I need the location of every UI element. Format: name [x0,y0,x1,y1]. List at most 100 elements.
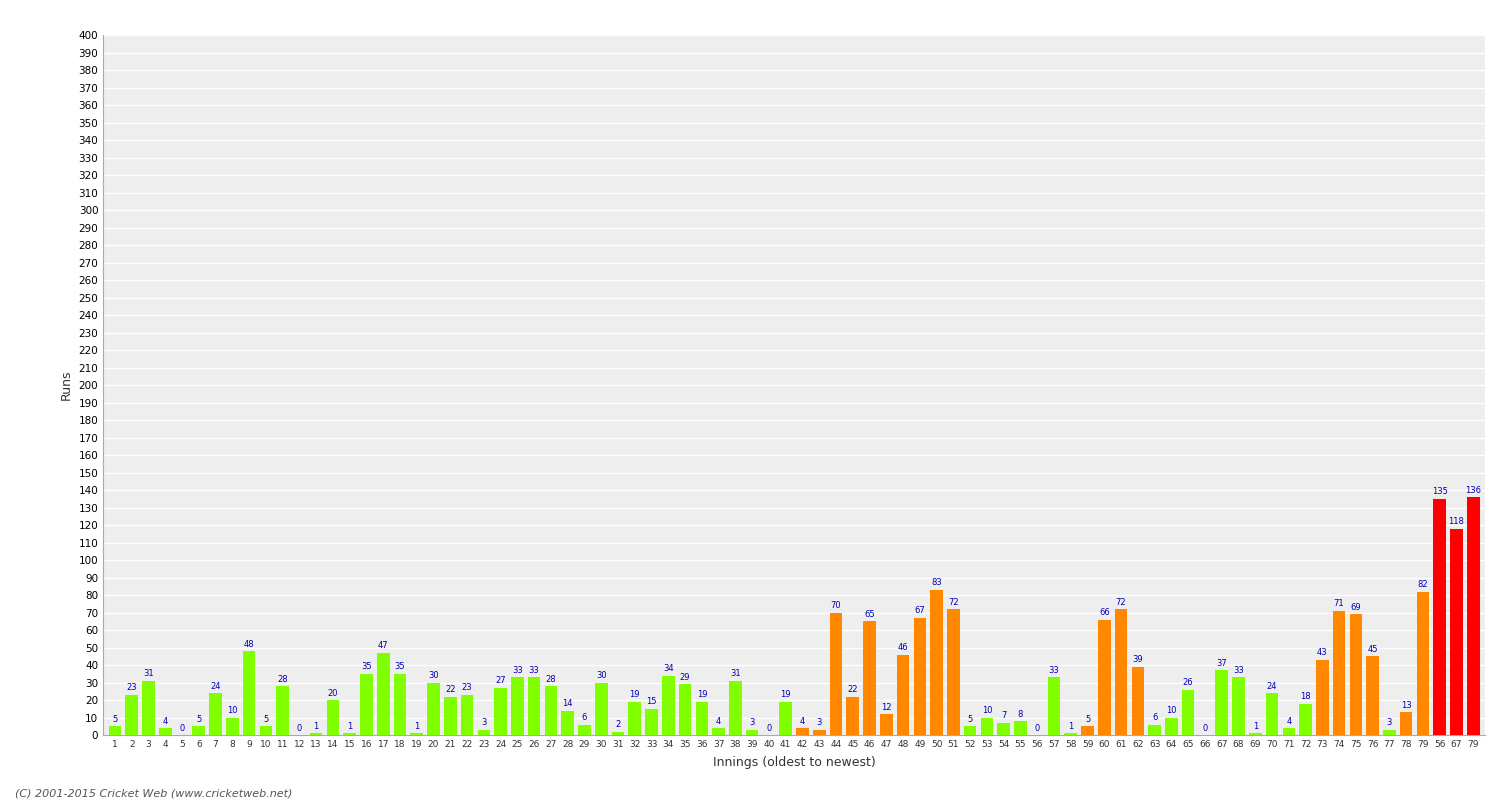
Bar [864,622,876,735]
Bar [1014,721,1028,735]
Text: 4: 4 [716,717,722,726]
Text: 1: 1 [314,722,320,731]
Bar [1182,690,1194,735]
Text: 0: 0 [297,723,302,733]
Bar [1350,614,1362,735]
Bar [628,702,640,735]
Text: 5: 5 [112,715,117,724]
Bar [327,700,339,735]
Bar [1316,660,1329,735]
Text: 26: 26 [1184,678,1194,687]
Text: 8: 8 [1019,710,1023,718]
Text: 30: 30 [427,671,439,680]
Text: 20: 20 [327,689,338,698]
Bar [662,676,675,735]
Bar [1166,718,1178,735]
Bar [108,726,122,735]
Bar [1149,725,1161,735]
Text: 15: 15 [646,698,657,706]
Text: 3: 3 [1386,718,1392,727]
Text: 14: 14 [562,699,573,708]
Text: 23: 23 [126,683,136,692]
Text: 35: 35 [394,662,405,671]
Bar [1416,592,1430,735]
Text: 35: 35 [362,662,372,671]
Bar [696,702,708,735]
Bar [830,613,843,735]
Text: 31: 31 [142,670,154,678]
Text: 28: 28 [278,674,288,683]
Text: 5: 5 [262,715,268,724]
Bar [1131,667,1144,735]
Text: 37: 37 [1216,659,1227,668]
Text: 5: 5 [196,715,201,724]
Text: 30: 30 [596,671,606,680]
Bar [477,730,490,735]
Bar [512,678,524,735]
Text: 34: 34 [663,664,674,673]
Bar [796,728,808,735]
Text: 71: 71 [1334,599,1344,608]
Bar [780,702,792,735]
Text: 1: 1 [1252,722,1258,731]
Bar [495,688,507,735]
Bar [729,681,741,735]
Bar [930,590,944,735]
Text: 0: 0 [1035,723,1040,733]
Bar [578,725,591,735]
Bar [1467,497,1479,735]
Text: 19: 19 [630,690,640,699]
Text: 2: 2 [615,720,621,729]
Text: 10: 10 [1166,706,1176,715]
Text: 83: 83 [932,578,942,587]
X-axis label: Innings (oldest to newest): Innings (oldest to newest) [712,756,876,769]
Text: 47: 47 [378,642,388,650]
Text: 72: 72 [948,598,958,606]
Bar [1266,693,1278,735]
Bar [964,726,976,735]
Text: 13: 13 [1401,701,1411,710]
Bar [1098,620,1110,735]
Text: 39: 39 [1132,655,1143,664]
Bar [276,686,290,735]
Text: 0: 0 [1203,723,1208,733]
Bar [1400,713,1413,735]
Text: 136: 136 [1466,486,1482,494]
Bar [344,734,355,735]
Text: 43: 43 [1317,648,1328,658]
Bar [411,734,423,735]
Bar [1065,734,1077,735]
Bar [596,682,608,735]
Text: 6: 6 [582,713,586,722]
Text: 1: 1 [1068,722,1074,731]
Bar [746,730,759,735]
Bar [226,718,238,735]
Bar [243,651,255,735]
Text: 23: 23 [462,683,472,692]
Text: 118: 118 [1449,517,1464,526]
Bar [1434,499,1446,735]
Bar [1250,734,1262,735]
Text: 82: 82 [1418,580,1428,589]
Bar [846,697,859,735]
Bar [1232,678,1245,735]
Bar [1383,730,1395,735]
Bar [1450,529,1462,735]
Text: 19: 19 [696,690,706,699]
Bar [159,728,171,735]
Text: 5: 5 [968,715,974,724]
Text: 22: 22 [847,685,858,694]
Text: 0: 0 [766,723,771,733]
Bar [427,682,439,735]
Text: 6: 6 [1152,713,1158,722]
Bar [209,693,222,735]
Bar [126,695,138,735]
Text: 70: 70 [831,601,842,610]
Text: 33: 33 [1233,666,1244,675]
Bar [880,714,892,735]
Text: 7: 7 [1000,711,1006,720]
Text: 3: 3 [816,718,822,727]
Text: 135: 135 [1432,487,1448,496]
Text: 10: 10 [226,706,237,715]
Bar [1366,657,1378,735]
